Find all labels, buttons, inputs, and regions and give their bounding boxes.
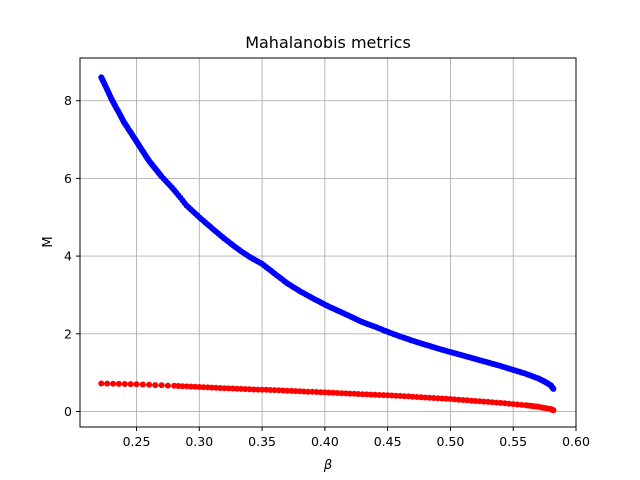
series-2-point [225, 385, 232, 392]
plot-frame [79, 57, 577, 428]
series-2-point [133, 381, 140, 388]
y-tick-label: 6 [64, 171, 72, 186]
y-tick-label: 4 [64, 249, 72, 264]
series-2-point [152, 382, 159, 389]
y-tick-label: 2 [64, 326, 72, 341]
series-2-point [550, 407, 557, 414]
y-axis-label: M [41, 236, 56, 247]
series-2-point [110, 380, 117, 387]
series-2-point [305, 388, 312, 395]
x-tick-label: 0.45 [374, 434, 402, 449]
series-2-point [250, 386, 257, 393]
x-tick-label: 0.35 [248, 434, 276, 449]
series-2-point [104, 380, 111, 387]
chart-title: Mahalanobis metrics [245, 33, 411, 52]
series-2-point [139, 381, 146, 388]
x-tick-label: 0.30 [185, 434, 213, 449]
series-2-point [158, 382, 165, 389]
y-tick-label: 8 [64, 93, 72, 108]
series-2-point [127, 381, 134, 388]
series-2-point [267, 387, 274, 393]
x-axis-label: β [323, 458, 332, 473]
series-2-point [164, 382, 171, 389]
series-layer [98, 74, 557, 414]
series-2-point [115, 380, 122, 387]
series-2-point [254, 386, 261, 393]
series-1-point [550, 385, 557, 392]
series-2-point [259, 386, 266, 393]
series-2-point [376, 392, 383, 398]
y-tick-label: 0 [64, 404, 72, 419]
ticks: 0.25 0.30 0.35 0.40 0.45 0.50 0.55 0.60 0 2 4 6 8 [64, 93, 590, 449]
x-tick-label: 0.50 [437, 434, 465, 449]
series-2-point [121, 381, 128, 387]
x-tick-label: 0.40 [311, 434, 339, 449]
x-tick-label: 0.55 [499, 434, 527, 449]
series-2-point [98, 380, 105, 387]
x-tick-label: 0.25 [123, 434, 151, 449]
series-2-point [146, 381, 153, 388]
x-tick-label: 0.60 [562, 434, 590, 449]
